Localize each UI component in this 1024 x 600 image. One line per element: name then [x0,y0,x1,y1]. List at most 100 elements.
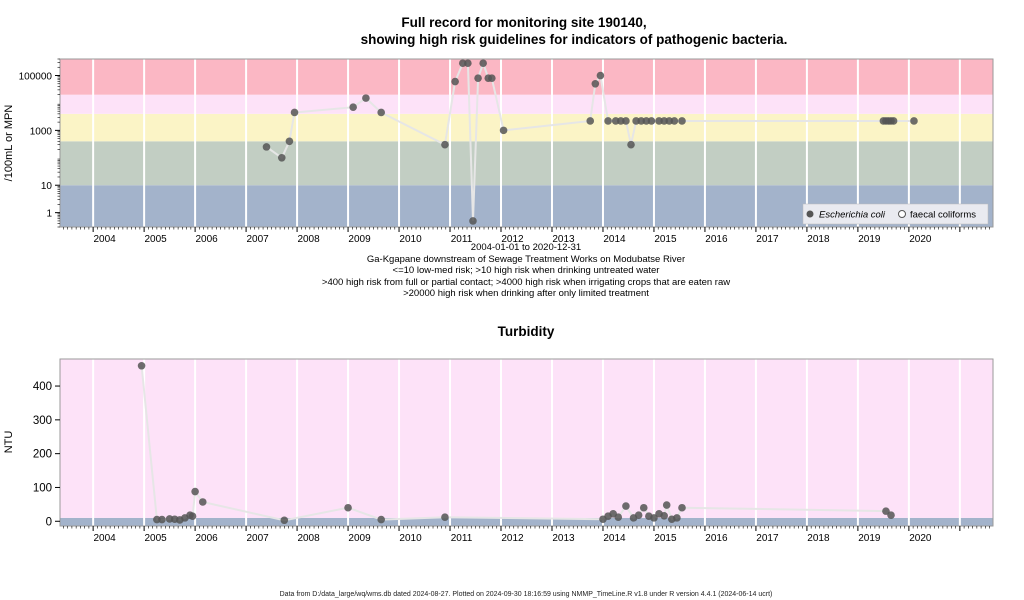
data-point-0-32 [670,117,679,125]
risk-bands [60,59,993,227]
data-point-0-3 [290,108,299,117]
data-point-0-0 [137,361,146,370]
data-point-0-19 [622,502,630,510]
turbidity-gridlines [92,359,961,526]
data-point-0-6 [377,108,385,117]
bacteria-legend: Escherichia coli faecal coliforms [802,203,989,225]
data-point-0-13 [479,59,487,68]
y-tick-label-10: 10 [41,181,53,192]
y-tick-label-100000: 100000 [19,72,53,83]
data-point-0-14 [441,513,449,522]
data-point-0-17 [586,117,595,125]
year-gridlines [92,59,961,227]
data-point-0-27 [662,501,671,509]
data-point-0-30 [678,503,686,512]
x-tick-label-2010: 2010 [399,533,422,544]
data-point-0-10 [464,59,472,68]
x-tick-label-2020: 2020 [909,533,932,544]
bacteria-chart: Full record for monitoring site 190140, … [3,15,994,299]
x-tick-label-2004: 2004 [94,533,117,544]
turbidity-x-axis: 2004 2005 2006 2007 2008 2009 2010 2011 2012 2013… [63,526,990,544]
data-point-0-24 [650,514,658,522]
data-point-0-1 [277,154,286,162]
data-point-0-21 [634,511,643,519]
data-point-0-11 [469,217,477,225]
subtitle-risk-3: >20000 high risk when drinking after onl… [403,288,649,299]
data-point-0-33 [678,117,686,125]
y-tick-label-100: 100 [33,482,52,494]
band-3 [60,94,993,114]
data-point-0-39 [910,117,918,125]
x-tick-label-2011: 2011 [451,234,473,245]
legend-faecal-label: faecal coliforms [910,210,976,221]
legend-faecal-marker [898,210,906,218]
x-tick-label-2007: 2007 [246,533,269,544]
data-point-0-0 [262,143,271,151]
data-point-0-26 [660,512,668,520]
x-tick-label-2016: 2016 [705,533,728,544]
data-point-0-11 [280,516,289,525]
band-1 [60,359,993,518]
x-tick-label-2019: 2019 [858,234,881,245]
series-lines [265,60,914,221]
data-point-0-13 [377,515,385,524]
data-point-0-16 [499,126,508,135]
data-point-0-19 [596,71,605,80]
y-tick-label-400: 400 [33,381,52,393]
legend-box [802,203,989,225]
x-tick-label-2006: 2006 [195,533,218,544]
x-tick-label-2020: 2020 [909,234,932,245]
data-point-0-18 [614,513,623,522]
x-tick-label-2010: 2010 [399,234,422,245]
data-point-0-24 [627,140,635,149]
series-line-0 [265,60,914,221]
x-tick-label-2018: 2018 [807,234,830,245]
x-tick-label-2015: 2015 [654,234,677,245]
data-point-0-8 [451,77,459,86]
legend-ecoli-marker [806,210,814,218]
data-point-0-18 [591,79,600,88]
data-point-0-4 [349,103,357,111]
data-point-0-8 [188,512,197,520]
bacteria-x-axis: 2004 2005 2006 2007 2008 2009 2010 2011 2012 2013… [63,227,990,245]
data-point-0-28 [647,117,656,125]
data-point-0-9 [191,487,199,496]
y-tick-label-300: 300 [33,415,52,427]
data-point-0-12 [474,74,482,82]
x-tick-label-2009: 2009 [348,533,371,544]
series-points [262,59,918,225]
data-point-0-12 [344,503,352,512]
x-tick-label-2018: 2018 [807,533,830,544]
x-tick-label-2017: 2017 [756,234,779,245]
y-tick-label-0: 0 [46,516,52,528]
turbidity-chart-title: Turbidity [498,324,555,339]
x-tick-label-2015: 2015 [654,533,677,544]
band-4 [60,59,993,95]
data-point-0-23 [622,117,630,125]
bacteria-y-axis: 1 10 1000 100000 [19,58,60,228]
data-point-0-20 [604,117,612,125]
turbidity-y-axis: 0 100 200 300 400 [33,381,60,528]
x-tick-label-2014: 2014 [603,533,626,544]
x-tick-label-2006: 2006 [195,234,218,245]
data-point-0-2 [285,137,294,146]
y-tick-label-1000: 1000 [30,126,53,137]
x-tick-label-2012: 2012 [501,234,524,245]
turbidity-y-axis-label: NTU [3,431,15,454]
bacteria-y-axis-label: /100mL or MPN [3,105,15,182]
legend-ecoli-label: Escherichia coli [819,210,886,221]
turbidity-series-points [137,361,895,525]
x-tick-label-2005: 2005 [144,234,167,245]
x-tick-label-2004: 2004 [94,234,117,245]
turbidity-chart: Turbidity 2004 2005 2006 2007 2008 2009 2010 20… [3,324,994,544]
data-point-0-2 [158,515,166,524]
subtitle-risk-1: <=10 low-med risk; >10 high risk when dr… [393,265,660,276]
data-point-0-10 [198,498,207,506]
x-tick-label-2019: 2019 [858,533,881,544]
data-point-0-32 [887,511,895,519]
turbidity-bands [60,359,993,526]
subtitle-site: Ga-Kgapane downstream of Sewage Treatmen… [367,254,685,265]
band-1 [60,141,993,186]
subtitle-risk-2: >400 high risk from full or partial cont… [322,277,730,288]
